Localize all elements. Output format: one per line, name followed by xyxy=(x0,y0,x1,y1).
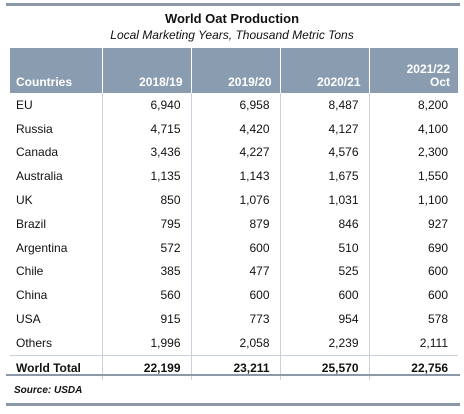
table-row: Brazil 795 879 846 927 xyxy=(10,211,458,236)
cell-2018-19: 385 xyxy=(101,259,191,284)
header-2020-21: 2020/21 xyxy=(279,48,369,93)
cell-country: Australia xyxy=(16,169,63,184)
table-body: EU 6,940 6,958 8,487 8,200 Russia 4,715 4,420 4,… xyxy=(10,93,458,380)
cell-2019-20: 2,058 xyxy=(190,330,280,356)
table-title: World Oat Production xyxy=(164,11,300,26)
cell-2019-20: 4,420 xyxy=(190,116,280,141)
table-row: USA 915 773 954 578 xyxy=(10,307,458,331)
cell-2020-21: 8,487 xyxy=(279,93,369,117)
cell-2021-22: 1,100 xyxy=(368,188,458,212)
cell-country: Chile xyxy=(16,264,44,279)
header-countries: Countries xyxy=(10,48,102,93)
table-row: UK 850 1,076 1,031 1,100 xyxy=(10,188,458,212)
cell-2020-21: 1,675 xyxy=(279,164,369,189)
cell-2018-19: 572 xyxy=(101,235,191,260)
cell-2018-19: 795 xyxy=(101,211,191,236)
header-2019-20: 2019/20 xyxy=(190,48,280,93)
header-2018-19: 2018/19 xyxy=(101,48,191,93)
cell-2021-22: 690 xyxy=(368,235,458,260)
cell-2020-21: 600 xyxy=(279,283,369,308)
cell-country: Others xyxy=(16,335,53,350)
cell-country: Russia xyxy=(16,121,53,136)
table-row: Australia 1,135 1,143 1,675 1,550 xyxy=(10,164,458,189)
cell-country: Canada xyxy=(16,145,59,160)
cell-2020-21: 510 xyxy=(279,235,369,260)
cell-2020-21: 525 xyxy=(279,259,369,284)
table-row: Others 1,996 2,058 2,239 2,111 xyxy=(10,330,458,356)
cell-country: Argentina xyxy=(16,240,68,255)
cell-2020-21: 1,031 xyxy=(279,188,369,212)
source-note: Source: USDA xyxy=(14,385,83,396)
cell-2018-19: 1,135 xyxy=(101,164,191,189)
title-block: World Oat Production Local Marketing Yea… xyxy=(10,10,454,46)
bottom-rule xyxy=(6,374,460,376)
cell-country: EU xyxy=(16,97,33,112)
cell-2018-19: 1,996 xyxy=(101,330,191,356)
cell-2021-22: 8,200 xyxy=(368,93,458,117)
cell-country: UK xyxy=(16,193,33,208)
table-row: Canada 3,436 4,227 4,576 2,300 xyxy=(10,140,458,165)
cell-2018-19: 4,715 xyxy=(101,116,191,141)
oat-production-table-card: World Oat Production Local Marketing Yea… xyxy=(2,0,462,408)
cell-2019-20: 6,958 xyxy=(190,93,280,117)
cell-2020-21: 4,127 xyxy=(279,116,369,141)
cell-2021-22: 1,550 xyxy=(368,164,458,189)
cell-2021-22: 4,100 xyxy=(368,116,458,141)
cell-2019-20: 773 xyxy=(190,307,280,331)
cell-2020-21: 846 xyxy=(279,211,369,236)
cell-2021-22: 927 xyxy=(368,211,458,236)
table-header: Countries 2018/19 2019/20 2020/21 2021/2… xyxy=(10,48,458,93)
cell-2019-20: 1,143 xyxy=(190,164,280,189)
cell-2019-20: 4,227 xyxy=(190,140,280,165)
cell-2019-20: 600 xyxy=(190,235,280,260)
cell-2020-21: 2,239 xyxy=(279,330,369,356)
cell-2018-19: 3,436 xyxy=(101,140,191,165)
table-row: Russia 4,715 4,420 4,127 4,100 xyxy=(10,116,458,141)
cell-2021-22: 2,300 xyxy=(368,140,458,165)
table-subtitle: Local Marketing Years, Thousand Metric T… xyxy=(110,28,354,42)
cell-country: China xyxy=(16,288,48,303)
table-row: China 560 600 600 600 xyxy=(10,283,458,308)
cell-2021-22: 600 xyxy=(368,259,458,284)
cell-2018-19: 850 xyxy=(101,188,191,212)
header-2021-22-line2: Oct xyxy=(429,75,450,89)
table-row: EU 6,940 6,958 8,487 8,200 xyxy=(10,93,458,117)
cell-2018-19: 6,940 xyxy=(101,93,191,117)
cell-country: USA xyxy=(16,312,41,327)
footer-rule xyxy=(6,403,460,406)
cell-country: Brazil xyxy=(16,216,47,231)
cell-2021-22: 2,111 xyxy=(368,330,458,356)
header-2021-22-oct: 2021/22 Oct xyxy=(368,48,458,93)
cell-2018-19: 560 xyxy=(101,283,191,308)
table-row: Argentina 572 600 510 690 xyxy=(10,235,458,260)
cell-2019-20: 1,076 xyxy=(190,188,280,212)
cell-2020-21: 4,576 xyxy=(279,140,369,165)
table-row: Chile 385 477 525 600 xyxy=(10,259,458,284)
top-rule xyxy=(6,3,460,6)
cell-2019-20: 600 xyxy=(190,283,280,308)
cell-2019-20: 879 xyxy=(190,211,280,236)
production-table: Countries 2018/19 2019/20 2020/21 2021/2… xyxy=(10,48,458,380)
header-2021-22-line1: 2021/22 xyxy=(406,62,450,76)
cell-2019-20: 477 xyxy=(190,259,280,284)
cell-2018-19: 915 xyxy=(101,307,191,331)
cell-2021-22: 600 xyxy=(368,283,458,308)
cell-2020-21: 954 xyxy=(279,307,369,331)
cell-2021-22: 578 xyxy=(368,307,458,331)
